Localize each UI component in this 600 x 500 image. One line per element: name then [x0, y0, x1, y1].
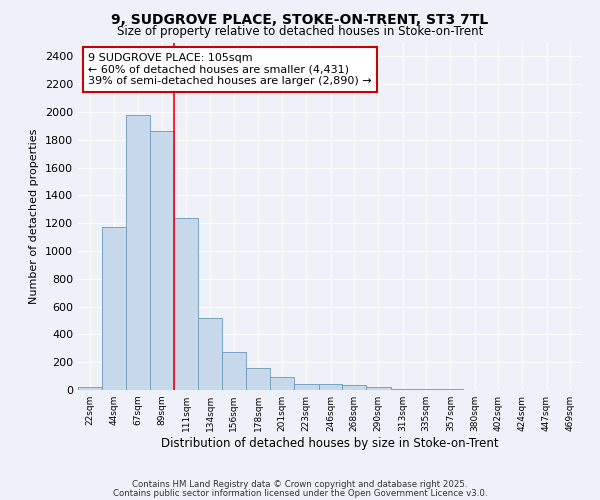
Text: 9 SUDGROVE PLACE: 105sqm
← 60% of detached houses are smaller (4,431)
39% of sem: 9 SUDGROVE PLACE: 105sqm ← 60% of detach…: [88, 53, 372, 86]
Text: Size of property relative to detached houses in Stoke-on-Trent: Size of property relative to detached ho…: [117, 25, 483, 38]
Bar: [391, 388, 415, 390]
Bar: [271, 378, 294, 390]
X-axis label: Distribution of detached houses by size in Stoke-on-Trent: Distribution of detached houses by size …: [161, 437, 499, 450]
Bar: [78, 386, 101, 390]
Text: Contains public sector information licensed under the Open Government Licence v3: Contains public sector information licen…: [113, 488, 487, 498]
Y-axis label: Number of detached properties: Number of detached properties: [29, 128, 40, 304]
Bar: [415, 389, 438, 390]
Bar: [127, 115, 150, 390]
Text: Contains HM Land Registry data © Crown copyright and database right 2025.: Contains HM Land Registry data © Crown c…: [132, 480, 468, 489]
Bar: [101, 228, 127, 390]
Bar: [199, 318, 222, 390]
Bar: [366, 387, 391, 390]
Bar: [173, 218, 199, 390]
Bar: [294, 384, 319, 390]
Bar: [343, 385, 366, 390]
Text: 9, SUDGROVE PLACE, STOKE-ON-TRENT, ST3 7TL: 9, SUDGROVE PLACE, STOKE-ON-TRENT, ST3 7…: [112, 12, 488, 26]
Bar: [222, 352, 245, 390]
Bar: [319, 384, 343, 390]
Bar: [150, 132, 173, 390]
Bar: [245, 368, 271, 390]
